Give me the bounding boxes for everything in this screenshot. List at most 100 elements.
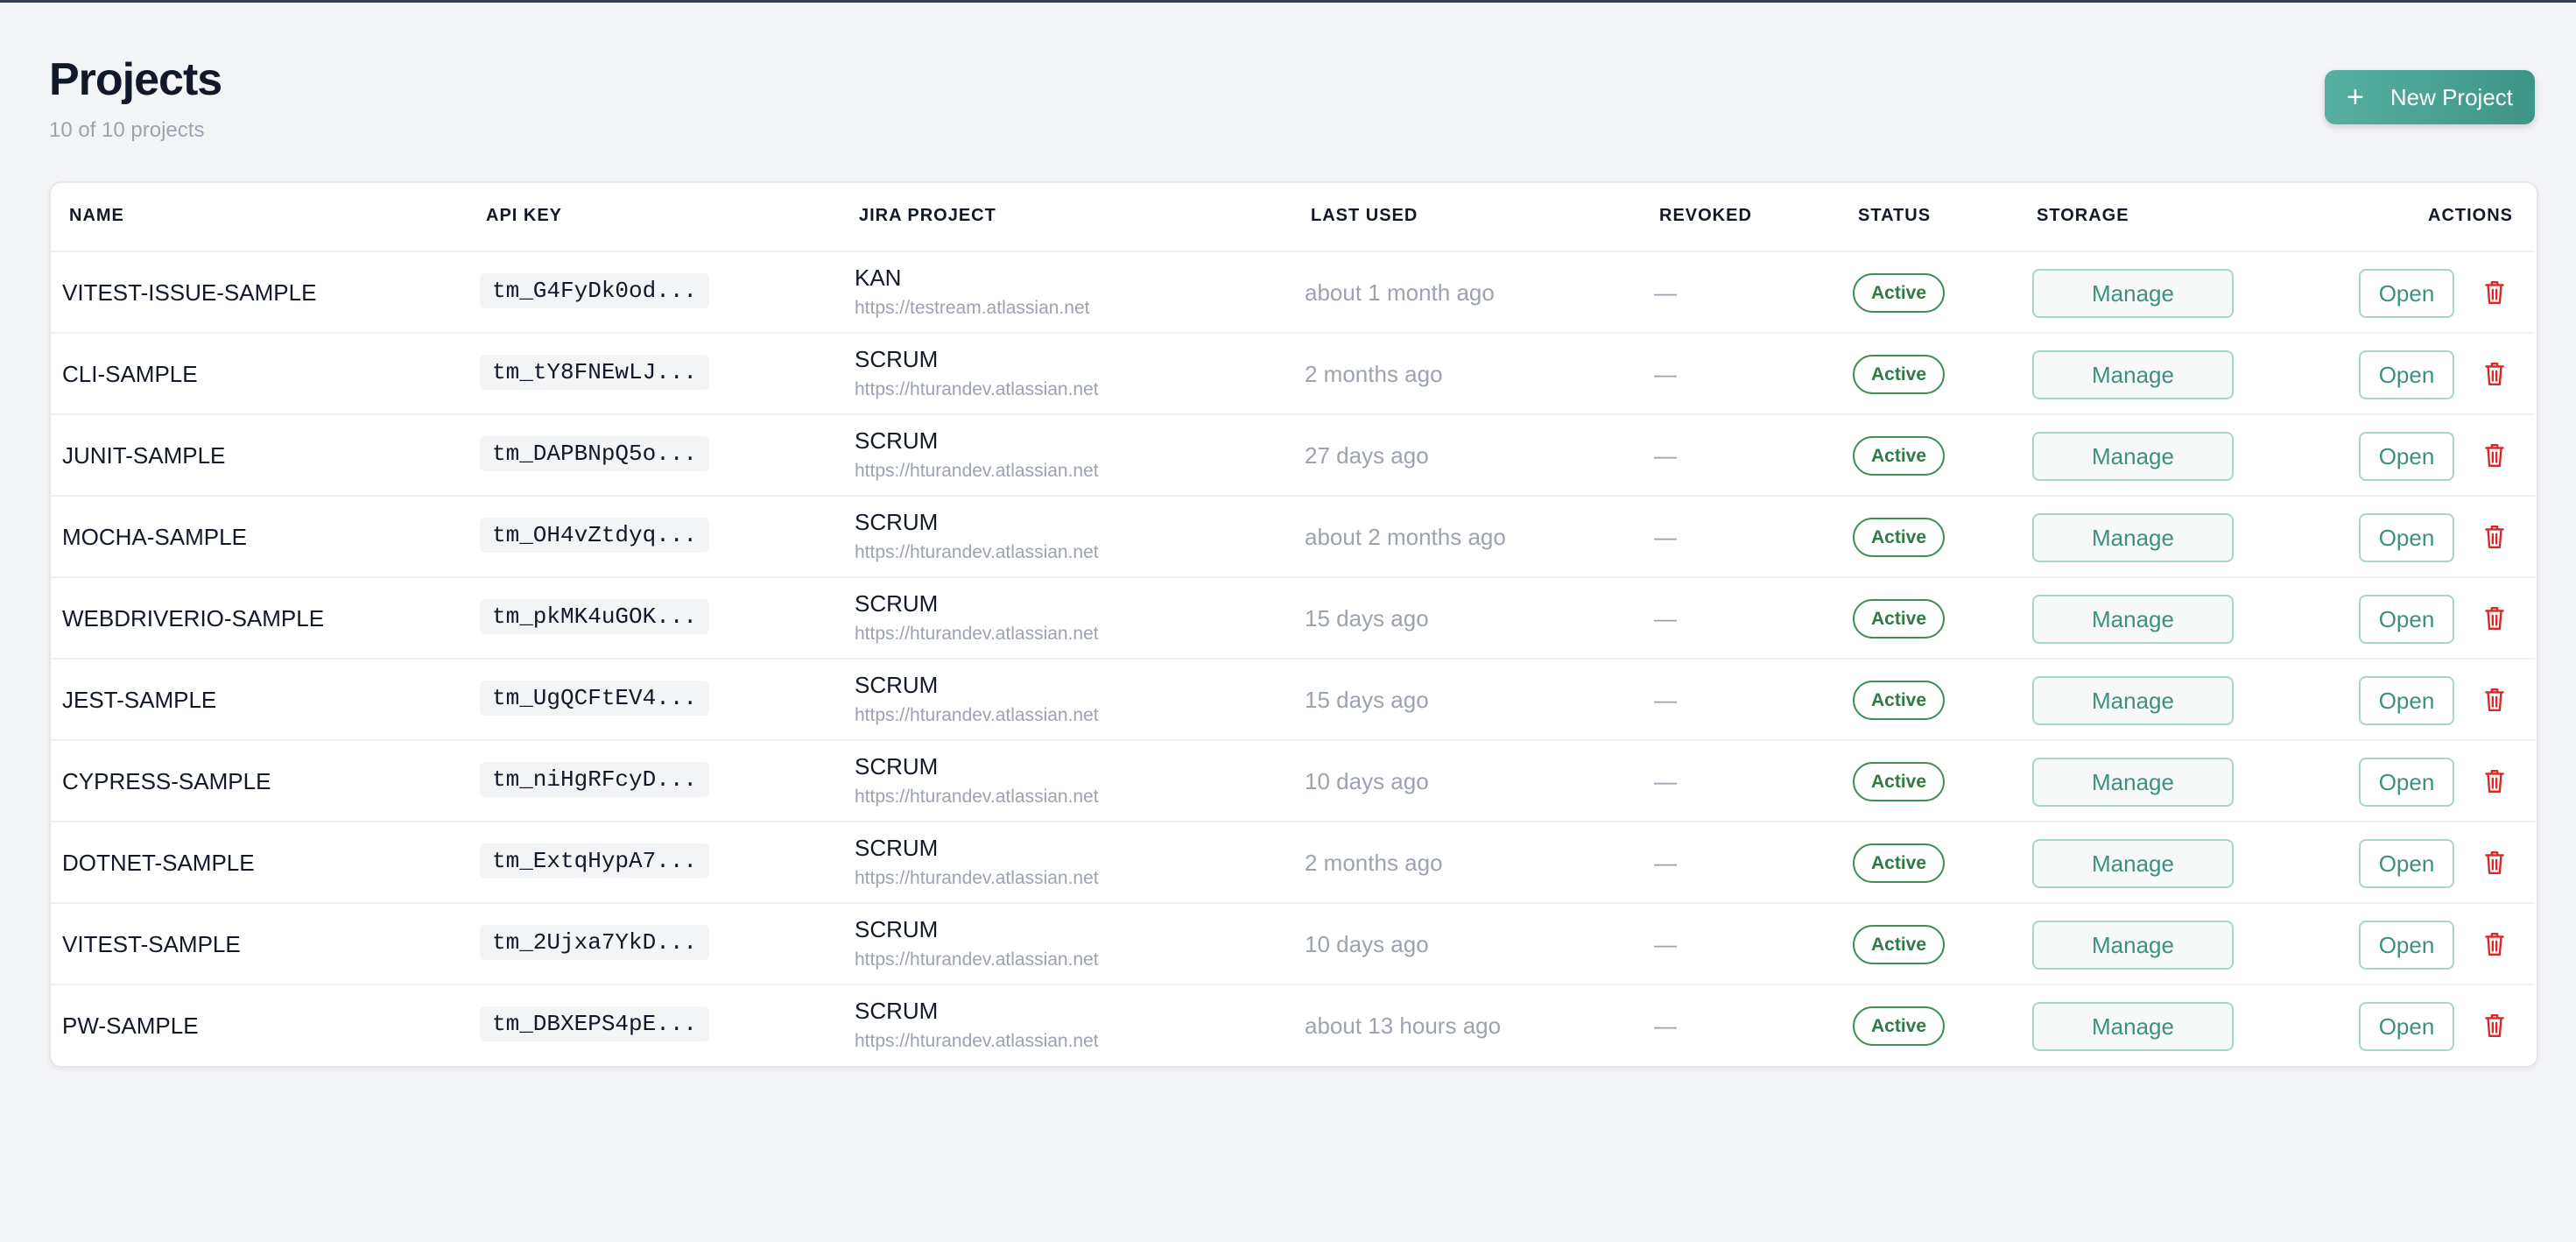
delete-button[interactable] xyxy=(2483,361,2508,389)
revoked: — xyxy=(1654,850,1677,876)
project-name: PW-SAMPLE xyxy=(62,1013,199,1039)
delete-button[interactable] xyxy=(2483,605,2508,633)
project-name: MOCHA-SAMPLE xyxy=(62,524,247,550)
trash-icon xyxy=(2485,526,2504,548)
table-row: VITEST-ISSUE-SAMPLE tm_G4FyDk0od... KAN htt… xyxy=(51,251,2535,334)
api-key: tm_G4FyDk0od... xyxy=(480,273,710,308)
jira-url: https://hturandev.atlassian.net xyxy=(855,705,1099,725)
last-used: about 2 months ago xyxy=(1305,524,1506,550)
table-row: DOTNET-SAMPLE tm_ExtqHypA7... SCRUM https:/… xyxy=(51,821,2535,904)
jira-url: https://testream.atlassian.net xyxy=(855,298,1090,318)
last-used: about 1 month ago xyxy=(1305,279,1495,306)
jira-key: SCRUM xyxy=(855,509,939,535)
delete-button[interactable] xyxy=(2483,931,2508,959)
status-badge: Active xyxy=(1853,355,1945,394)
delete-button[interactable] xyxy=(2483,524,2508,552)
project-name: WEBDRIVERIO-SAMPLE xyxy=(62,605,325,632)
revoked: — xyxy=(1654,442,1677,469)
open-button[interactable]: Open xyxy=(2359,839,2454,888)
api-key: tm_UgQCFtEV4... xyxy=(480,681,710,716)
jira-url: https://hturandev.atlassian.net xyxy=(855,542,1099,562)
open-button[interactable]: Open xyxy=(2359,758,2454,807)
revoked: — xyxy=(1654,605,1677,632)
last-used: 15 days ago xyxy=(1305,605,1429,632)
table-row: VITEST-SAMPLE tm_2Ujxa7YkD... SCRUM https:/… xyxy=(51,902,2535,985)
open-button[interactable]: Open xyxy=(2359,595,2454,644)
delete-button[interactable] xyxy=(2483,687,2508,715)
jira-key: SCRUM xyxy=(855,590,939,617)
jira-key: SCRUM xyxy=(855,753,939,780)
manage-button[interactable]: Manage xyxy=(2032,921,2234,970)
delete-button[interactable] xyxy=(2483,850,2508,878)
project-name: VITEST-SAMPLE xyxy=(62,931,241,957)
manage-button[interactable]: Manage xyxy=(2032,513,2234,562)
jira-url: https://hturandev.atlassian.net xyxy=(855,868,1099,888)
delete-button[interactable] xyxy=(2483,768,2508,796)
new-project-button[interactable]: + New Project xyxy=(2325,70,2535,124)
project-name: CLI-SAMPLE xyxy=(62,361,198,387)
open-button[interactable]: Open xyxy=(2359,350,2454,399)
revoked: — xyxy=(1654,524,1677,550)
jira-url: https://hturandev.atlassian.net xyxy=(855,461,1099,481)
trash-icon xyxy=(2485,363,2504,385)
table-row: PW-SAMPLE tm_DBXEPS4pE... SCRUM https://htu… xyxy=(51,984,2535,1067)
open-button[interactable]: Open xyxy=(2359,269,2454,318)
manage-button[interactable]: Manage xyxy=(2032,1002,2234,1051)
table-row: JEST-SAMPLE tm_UgQCFtEV4... SCRUM https://h… xyxy=(51,658,2535,741)
delete-button[interactable] xyxy=(2483,1013,2508,1041)
column-header: STATUS xyxy=(1858,206,1932,225)
jira-key: SCRUM xyxy=(855,346,939,372)
api-key: tm_pkMK4uGOK... xyxy=(480,599,710,634)
revoked: — xyxy=(1654,768,1677,794)
status-badge: Active xyxy=(1853,681,1945,720)
last-used: 15 days ago xyxy=(1305,687,1429,713)
manage-button[interactable]: Manage xyxy=(2032,350,2234,399)
delete-button[interactable] xyxy=(2483,279,2508,307)
manage-button[interactable]: Manage xyxy=(2032,432,2234,481)
status-badge: Active xyxy=(1853,436,1945,476)
page-title: Projects xyxy=(49,54,222,105)
api-key: tm_2Ujxa7YkD... xyxy=(480,925,710,960)
status-badge: Active xyxy=(1853,599,1945,639)
open-button[interactable]: Open xyxy=(2359,432,2454,481)
status-badge: Active xyxy=(1853,518,1945,557)
revoked: — xyxy=(1654,687,1677,713)
status-badge: Active xyxy=(1853,762,1945,801)
api-key: tm_OH4vZtdyq... xyxy=(480,518,710,553)
open-button[interactable]: Open xyxy=(2359,676,2454,725)
api-key: tm_DBXEPS4pE... xyxy=(480,1006,710,1041)
trash-icon xyxy=(2485,770,2504,793)
delete-button[interactable] xyxy=(2483,442,2508,470)
status-badge: Active xyxy=(1853,1006,1945,1046)
table-row: CYPRESS-SAMPLE tm_niHgRFcyD... SCRUM https:… xyxy=(51,739,2535,822)
table-row: MOCHA-SAMPLE tm_OH4vZtdyq... SCRUM https://… xyxy=(51,495,2535,578)
project-name: VITEST-ISSUE-SAMPLE xyxy=(62,279,317,306)
column-header: API KEY xyxy=(486,206,563,225)
open-button[interactable]: Open xyxy=(2359,1002,2454,1051)
status-badge: Active xyxy=(1853,273,1945,313)
trash-icon xyxy=(2485,1014,2504,1037)
manage-button[interactable]: Manage xyxy=(2032,839,2234,888)
manage-button[interactable]: Manage xyxy=(2032,758,2234,807)
trash-icon xyxy=(2485,444,2504,467)
trash-icon xyxy=(2485,688,2504,711)
manage-button[interactable]: Manage xyxy=(2032,676,2234,725)
column-header: STORAGE xyxy=(2037,206,2129,225)
open-button[interactable]: Open xyxy=(2359,921,2454,970)
table-row: WEBDRIVERIO-SAMPLE tm_pkMK4uGOK... SCRUM ht… xyxy=(51,576,2535,660)
trash-icon xyxy=(2485,607,2504,630)
table-row: CLI-SAMPLE tm_tY8FNEwLJ... SCRUM https://ht… xyxy=(51,332,2535,415)
api-key: tm_niHgRFcyD... xyxy=(480,762,710,797)
trash-icon xyxy=(2485,933,2504,956)
open-button[interactable]: Open xyxy=(2359,513,2454,562)
manage-button[interactable]: Manage xyxy=(2032,595,2234,644)
last-used: 27 days ago xyxy=(1305,442,1429,469)
revoked: — xyxy=(1654,279,1677,306)
manage-button[interactable]: Manage xyxy=(2032,269,2234,318)
revoked: — xyxy=(1654,1013,1677,1039)
button-label: New Project xyxy=(2389,83,2513,110)
page-subtitle: 10 of 10 projects xyxy=(49,118,205,142)
column-header: JIRA PROJECT xyxy=(859,206,996,225)
jira-key: SCRUM xyxy=(855,427,939,454)
